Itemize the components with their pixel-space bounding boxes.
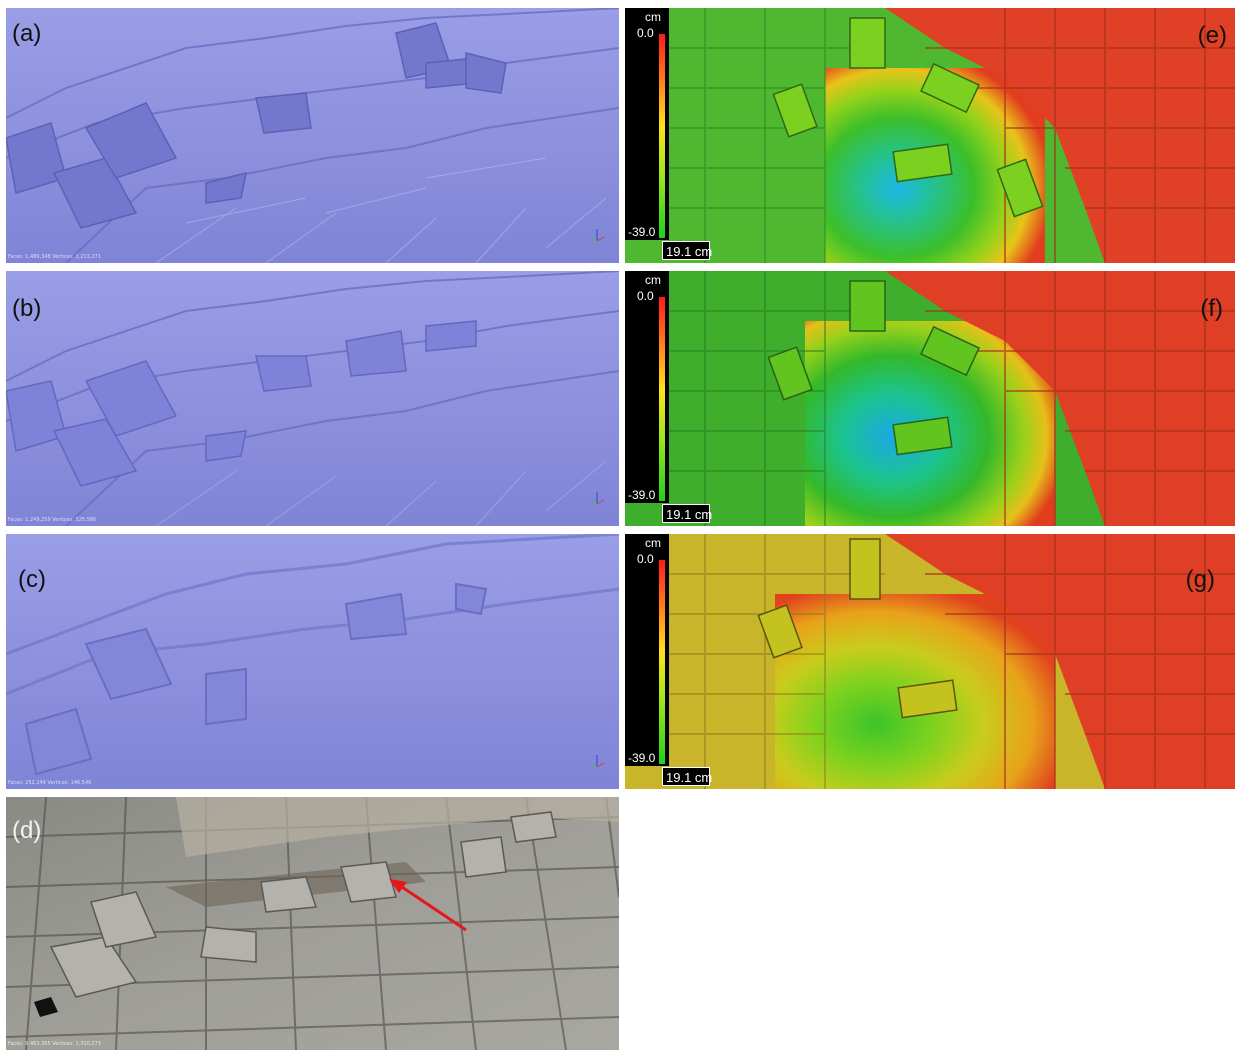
- scale-bar: 19.1 cm: [662, 767, 712, 786]
- panel-label-f: (f): [1200, 295, 1223, 322]
- mesh-info-a: Faces: 1,489,348 Vertices: 1,213,271: [8, 254, 101, 260]
- panel-label-e: (e): [1197, 22, 1227, 49]
- colorbar: [659, 560, 665, 764]
- colorbar: [659, 34, 665, 238]
- panel-g-dem: cm 0.0 -39.0 19.1 cm (g): [625, 534, 1235, 789]
- axis-triad-icon: [589, 753, 605, 769]
- colorbar-min: -39.0: [628, 488, 656, 502]
- scale-bar: 19.1 cm: [662, 241, 712, 260]
- panel-label-g: (g): [1185, 566, 1215, 593]
- dem-render-e: [625, 8, 1235, 263]
- colorbar-legend: cm 0.0 -39.0: [625, 534, 669, 766]
- mesh-render-b: [6, 271, 619, 526]
- colorbar: [659, 297, 665, 501]
- axis-triad-icon: [589, 490, 605, 506]
- panel-label-c: (c): [18, 566, 46, 593]
- photo-info-d: Faces: 9,463,365 Vertices: 1,310,273: [8, 1041, 101, 1047]
- panel-label-b: (b): [12, 295, 42, 322]
- panel-a-mesh: Faces: 1,489,348 Vertices: 1,213,271 (a): [6, 8, 619, 263]
- mesh-info-c: Faces: 252,249 Vertices: 146,546: [8, 780, 92, 786]
- colorbar-min: -39.0: [628, 225, 656, 239]
- colorbar-min: -39.0: [628, 751, 656, 765]
- scale-bar: 19.1 cm: [662, 504, 712, 523]
- panel-label-d: (d): [12, 817, 42, 844]
- colorbar-legend: cm 0.0 -39.0: [625, 271, 669, 503]
- axis-triad-icon: [589, 227, 605, 243]
- dem-render-g: [625, 534, 1235, 789]
- panel-label-a: (a): [12, 20, 42, 47]
- photo-render-d: [6, 797, 619, 1050]
- panel-e-dem: cm 0.0 -39.0 19.1 cm (e): [625, 8, 1235, 263]
- colorbar-max: 0.0: [637, 289, 654, 303]
- colorbar-max: 0.0: [637, 26, 654, 40]
- dem-render-f: [625, 271, 1235, 526]
- colorbar-unit: cm: [645, 10, 661, 24]
- colorbar-unit: cm: [645, 273, 661, 287]
- colorbar-legend: cm 0.0 -39.0: [625, 8, 669, 240]
- panel-f-dem: cm 0.0 -39.0 19.1 cm (f): [625, 271, 1235, 526]
- mesh-render-c: [6, 534, 619, 789]
- red-arrow: [389, 879, 467, 932]
- mesh-info-b: Faces: 1,249,259 Vertices: 525,586: [8, 517, 97, 523]
- colorbar-max: 0.0: [637, 552, 654, 566]
- panel-b-mesh: Faces: 1,249,259 Vertices: 525,586 (b): [6, 271, 619, 526]
- colorbar-unit: cm: [645, 536, 661, 550]
- panel-d-photo: Faces: 9,463,365 Vertices: 1,310,273 (d): [6, 797, 619, 1050]
- mesh-render-a: [6, 8, 619, 263]
- panel-c-mesh: Faces: 252,249 Vertices: 146,546 (c): [6, 534, 619, 789]
